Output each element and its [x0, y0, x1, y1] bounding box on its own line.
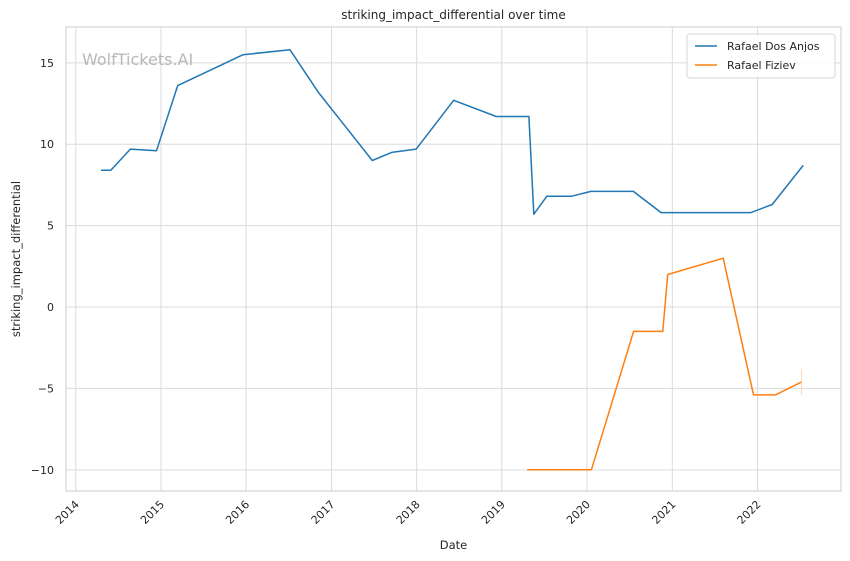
grid [66, 27, 841, 491]
y-tick-label: 10 [40, 138, 54, 151]
x-tick-label: 2020 [564, 498, 593, 527]
y-tick-label: 5 [47, 220, 54, 233]
series-layer [101, 49, 804, 471]
series-line-rafael-dos-anjos [101, 49, 804, 215]
y-axis-label: striking_impact_differential [9, 181, 23, 337]
chart-title: striking_impact_differential over time [341, 8, 566, 22]
x-axis-label: Date [440, 538, 468, 552]
watermark: WolfTickets.AI [82, 50, 193, 69]
y-tick-labels: −10 −5 0 5 10 15 [31, 57, 54, 477]
legend-label: Rafael Dos Anjos [727, 40, 820, 53]
x-tick-label: 2022 [735, 498, 764, 527]
y-tick-label: 15 [40, 57, 54, 70]
x-tick-label: 2021 [649, 498, 678, 527]
y-tick-label: −10 [31, 464, 54, 477]
series-line-rafael-fiziev [527, 257, 802, 471]
legend: Rafael Dos Anjos Rafael Fiziev [686, 33, 836, 79]
legend-box [686, 33, 836, 79]
y-tick-label: −5 [38, 382, 54, 395]
x-tick-label: 2015 [138, 498, 167, 527]
x-tick-label: 2018 [394, 498, 423, 527]
x-tick-label: 2019 [479, 498, 508, 527]
x-tick-label: 2016 [223, 498, 252, 527]
legend-label: Rafael Fiziev [727, 59, 796, 72]
x-tick-label: 2017 [309, 498, 338, 527]
plot-frame [65, 26, 842, 492]
x-tick-label: 2014 [53, 498, 82, 527]
y-tick-label: 0 [47, 301, 54, 314]
x-tick-labels: 2014 2015 2016 2017 2018 2019 2020 2021 2022 [53, 498, 764, 527]
